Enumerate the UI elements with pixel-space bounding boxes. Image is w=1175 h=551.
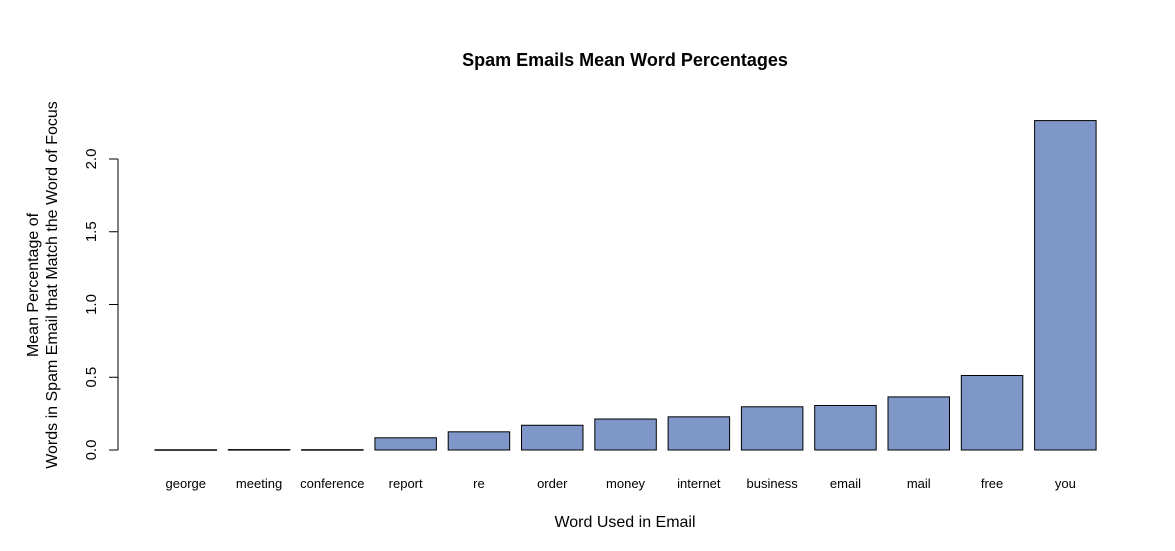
y-axis-label-line-2: Words in Spam Email that Match the Word … <box>44 101 61 469</box>
x-tick-label-george: george <box>166 476 206 491</box>
x-tick-label-money: money <box>606 476 646 491</box>
x-tick-label-conference: conference <box>300 476 364 491</box>
x-axis-label: Word Used in Email <box>554 514 695 531</box>
bar-free <box>960 375 1024 451</box>
bar-conference <box>301 449 364 451</box>
x-tick-label-re: re <box>473 476 485 491</box>
x-tick-label-internet: internet <box>677 476 721 491</box>
bar-george <box>154 449 217 451</box>
x-tick-label-order: order <box>537 476 568 491</box>
bar-report <box>374 437 437 451</box>
y-axis: 0.0 0.5 1.0 1.5 2.0 <box>83 149 119 461</box>
x-tick-label-mail: mail <box>907 476 931 491</box>
bar-you <box>1034 120 1097 451</box>
bar-mail <box>887 396 950 451</box>
y-tick-label: 0.0 <box>83 440 100 461</box>
x-tick-label-business: business <box>746 476 798 491</box>
bar-order <box>521 424 584 451</box>
category-labels: george meeting conference report re order mone… <box>166 476 1076 491</box>
x-tick-label-report: report <box>389 476 423 491</box>
bar-money <box>594 418 657 451</box>
y-axis-label-line-1: Mean Percentage of <box>25 212 42 357</box>
bar-re <box>447 431 511 451</box>
y-tick-label: 0.5 <box>83 367 100 388</box>
bar-meeting <box>227 449 291 451</box>
bars <box>154 120 1097 451</box>
x-tick-label-meeting: meeting <box>236 476 282 491</box>
x-tick-label-free: free <box>981 476 1003 491</box>
x-tick-label-email: email <box>830 476 861 491</box>
bar-email <box>814 404 877 451</box>
bar-internet <box>667 416 731 451</box>
chart-title: Spam Emails Mean Word Percentages <box>462 50 788 70</box>
y-tick-label: 1.0 <box>83 294 100 315</box>
y-tick-label: 2.0 <box>83 149 100 170</box>
y-tick-label: 1.5 <box>83 221 100 242</box>
x-tick-label-you: you <box>1055 476 1076 491</box>
bar-business <box>740 406 804 451</box>
